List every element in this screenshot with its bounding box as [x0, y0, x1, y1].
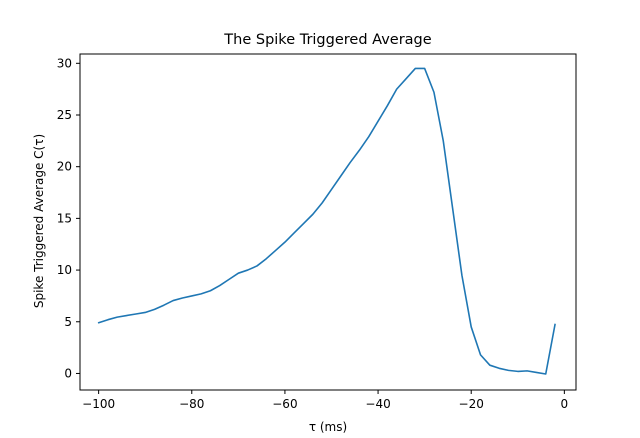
x-tick-label: −60	[272, 397, 297, 411]
plot-area: −100 −80 −60 −40 −20 0 0 5 10 15 20 25 30	[57, 53, 577, 411]
y-tick-label: 15	[57, 211, 72, 225]
x-tick-label: −40	[365, 397, 390, 411]
x-axis-label: τ (ms)	[309, 420, 347, 434]
x-tick-label: 0	[561, 397, 569, 411]
axes-frame	[79, 53, 577, 391]
chart-title: The Spike Triggered Average	[223, 32, 431, 48]
y-tick-label: 10	[57, 263, 72, 277]
x-tick-label: −80	[179, 397, 204, 411]
y-tick-label: 30	[57, 56, 72, 70]
y-axis-label: Spike Triggered Average C(τ)	[32, 134, 46, 308]
y-tick-label: 5	[64, 315, 72, 329]
x-tick-label: −100	[82, 397, 115, 411]
y-tick-label: 0	[64, 366, 72, 380]
x-tick-label: −20	[459, 397, 484, 411]
series-line	[97, 67, 556, 375]
y-tick-label: 20	[57, 160, 72, 174]
y-tick-label: 25	[57, 108, 72, 122]
